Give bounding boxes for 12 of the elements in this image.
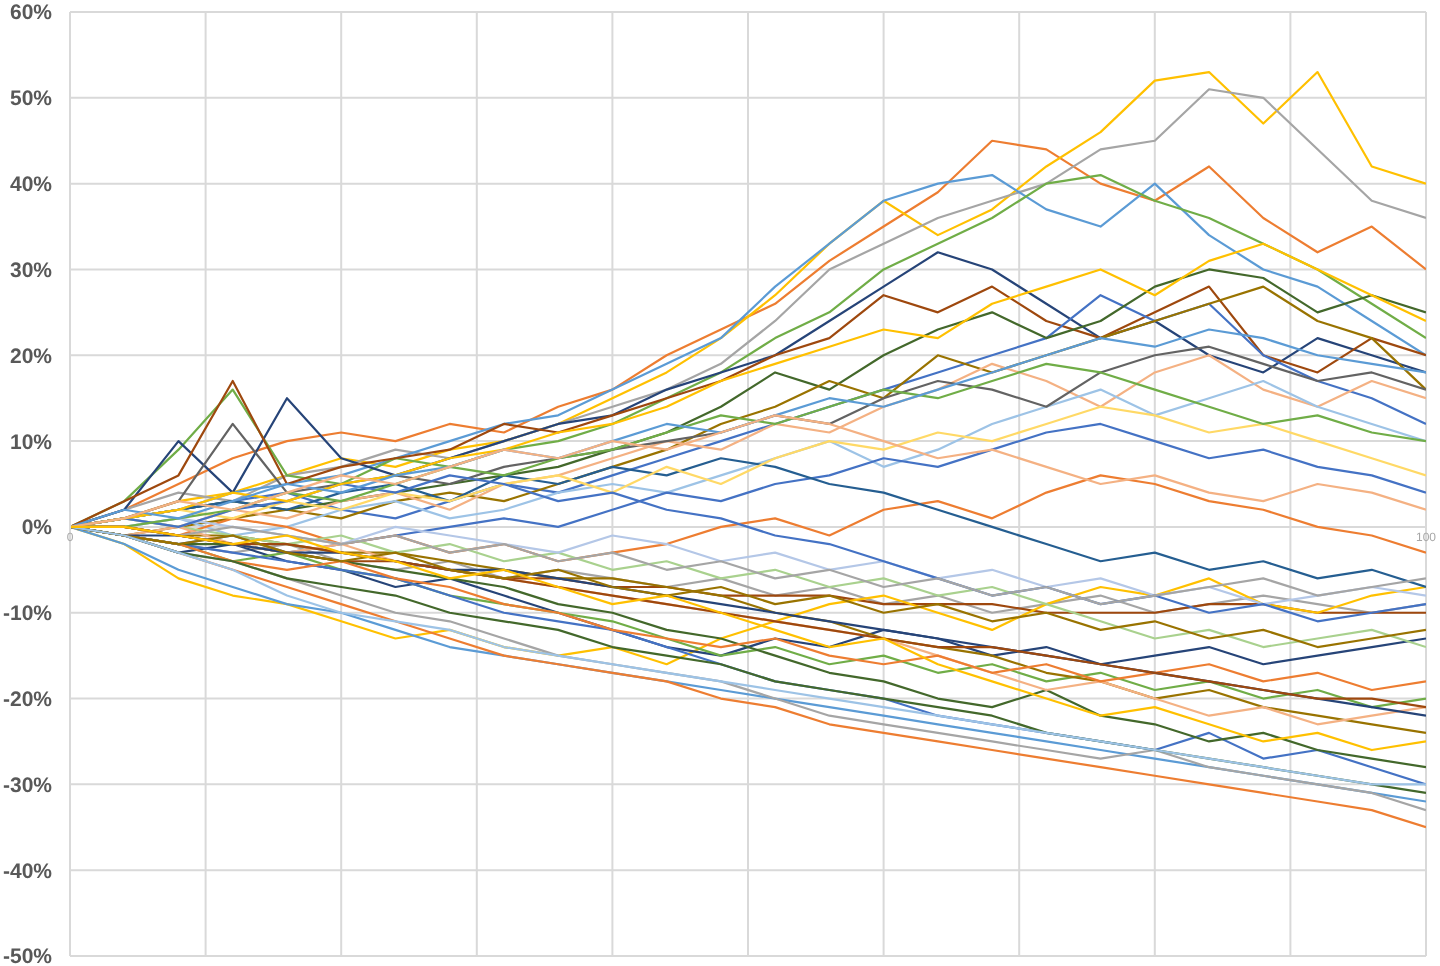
y-tick-label: 30%: [9, 258, 54, 283]
y-tick-label: 40%: [9, 173, 54, 198]
y-tick-label: -30%: [2, 773, 54, 798]
y-tick-label: 20%: [9, 344, 54, 369]
y-tick-label: 60%: [9, 1, 54, 26]
y-tick-label: 0%: [21, 516, 54, 541]
y-tick-label: -50%: [2, 945, 54, 966]
y-tick-label: -20%: [2, 688, 54, 712]
y-tick-label: -40%: [2, 859, 54, 884]
y-tick-label: -10%: [2, 602, 54, 627]
y-tick-label: 50%: [9, 87, 54, 112]
y-tick-label: 10%: [9, 430, 54, 455]
